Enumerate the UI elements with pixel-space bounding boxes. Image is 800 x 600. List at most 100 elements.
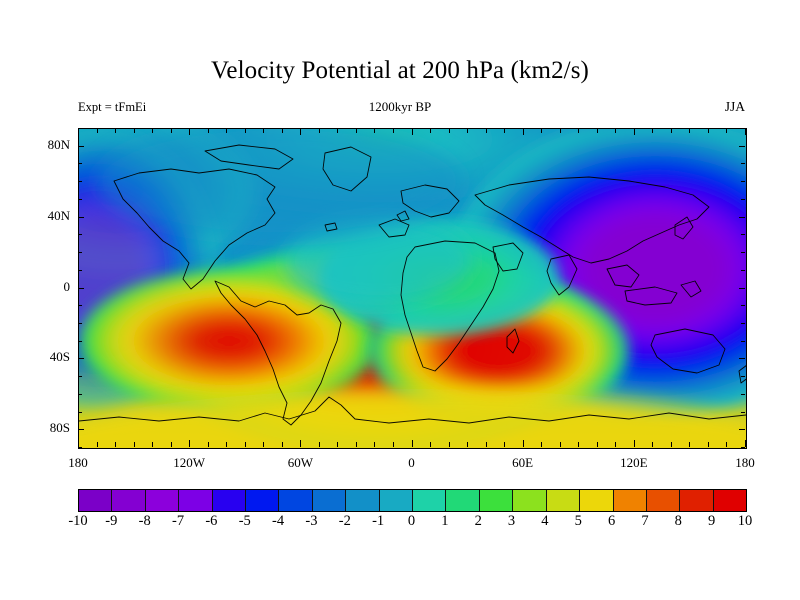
colorbar-tick-label: -1 [372, 513, 385, 529]
x-axis-minor-tick [263, 128, 265, 133]
y-axis-minor-tick [78, 447, 82, 448]
colorbar-tick-label: 5 [574, 513, 582, 529]
x-axis-minor-tick [485, 442, 487, 447]
colorbar-cell[interactable] [145, 490, 180, 511]
y-axis-minor-tick [741, 128, 745, 129]
colorbar-tick-label: 10 [737, 513, 753, 529]
x-axis-minor-tick [263, 442, 265, 447]
x-axis-minor-tick [467, 442, 469, 447]
x-axis-minor-tick [207, 128, 209, 133]
figure-subtitle: 1200kyr BP [368, 99, 432, 114]
season-label: JJA [724, 99, 745, 114]
colorbar-tick-label: 6 [607, 513, 616, 529]
colorbar-tick-label: 9 [708, 513, 716, 529]
y-axis-minor-tick [78, 393, 82, 395]
map-plot-area [78, 128, 747, 449]
x-axis-minor-tick [559, 442, 561, 447]
x-axis-tick [522, 440, 524, 447]
y-axis-minor-tick [741, 181, 745, 183]
x-axis-label: 180 [735, 455, 755, 470]
colorbar-cell[interactable] [680, 490, 714, 511]
x-axis-minor-tick [652, 442, 654, 447]
y-axis-minor-tick [78, 181, 82, 183]
x-axis-minor-tick [541, 128, 543, 133]
colorbar-tick-label: -8 [138, 513, 151, 529]
experiment-label: Expt = tFmEi [78, 100, 147, 114]
x-axis-tick [78, 128, 79, 135]
y-axis-minor-tick [741, 305, 745, 307]
colorbar-tick-label: -9 [105, 513, 118, 529]
x-axis-minor-tick [430, 128, 432, 133]
colorbar-cell[interactable] [646, 490, 681, 511]
colorbar-cell[interactable] [713, 490, 747, 511]
x-axis-label: 120W [173, 455, 206, 470]
x-axis-minor-tick [226, 442, 228, 447]
x-axis-minor-tick [615, 128, 617, 133]
x-axis-minor-tick [504, 442, 506, 447]
y-axis-minor-tick [78, 269, 82, 271]
x-axis-minor-tick [485, 128, 487, 133]
colorbar-cell[interactable] [379, 490, 414, 511]
x-axis-minor-tick [170, 128, 172, 133]
x-axis-minor-tick [596, 128, 598, 133]
x-axis-minor-tick [707, 128, 709, 133]
colorbar-tick-label: 1 [441, 513, 449, 529]
colorbar-cell[interactable] [580, 490, 614, 511]
x-axis-minor-tick [281, 128, 283, 133]
x-axis-minor-tick [244, 128, 246, 133]
y-axis-minor-tick [78, 198, 82, 200]
colorbar-cell[interactable] [79, 490, 113, 511]
colorbar-cell[interactable] [479, 490, 514, 511]
colorbar-cell[interactable] [212, 490, 247, 511]
colorbar-cell[interactable] [346, 490, 380, 511]
colorbar-tick-label: 8 [674, 513, 682, 529]
x-axis-minor-tick [374, 442, 376, 447]
colorbar-tick-label: 0 [407, 513, 416, 529]
x-axis-minor-tick [726, 442, 728, 447]
y-axis-label: 80S [49, 420, 70, 436]
x-axis-tick [78, 440, 79, 447]
colorbar-tick-label: 4 [541, 513, 549, 529]
y-axis-minor-tick [78, 340, 82, 342]
colorbar-tick-label: -2 [338, 513, 351, 529]
x-axis-tick [411, 128, 413, 135]
colorbar-cell[interactable] [246, 490, 280, 511]
x-axis-minor-tick [226, 128, 228, 133]
x-axis-minor-tick [448, 442, 450, 447]
x-axis-minor-tick [170, 442, 172, 447]
x-axis-minor-tick [707, 442, 709, 447]
x-axis-label: 120E [620, 455, 648, 470]
x-axis-minor-tick [670, 442, 672, 447]
x-axis-minor-tick [281, 442, 283, 447]
x-axis-minor-tick [615, 442, 617, 447]
colorbar-tick-label: -6 [205, 513, 218, 529]
colorbar-cell[interactable] [112, 490, 146, 511]
y-axis-minor-tick [741, 376, 745, 378]
y-axis-minor-tick [741, 358, 745, 360]
colorbar-cell[interactable] [413, 490, 447, 511]
colorbar-cell[interactable] [613, 490, 647, 511]
y-axis-minor-tick [741, 393, 745, 395]
x-axis-minor-tick [578, 128, 580, 133]
colorbar-cell[interactable] [279, 490, 313, 511]
velocity-potential-field [79, 129, 746, 448]
x-axis-minor-tick [430, 442, 432, 447]
x-axis-minor-tick [133, 128, 135, 133]
colorbar-cell[interactable] [513, 490, 547, 511]
x-axis-tick [633, 128, 635, 135]
y-axis-minor-tick [78, 145, 82, 147]
y-axis-minor-tick [78, 234, 82, 236]
y-axis-minor-tick [741, 216, 745, 218]
x-axis-minor-tick [689, 128, 691, 133]
colorbar-cell[interactable] [179, 490, 213, 511]
x-axis-minor-tick [670, 128, 672, 133]
x-axis-minor-tick [96, 442, 98, 447]
x-axis-minor-tick [467, 128, 469, 133]
colorbar-cell[interactable] [446, 490, 480, 511]
y-axis-minor-tick [78, 322, 82, 324]
colorbar-tick-label: -7 [172, 513, 185, 529]
colorbar-cell[interactable] [312, 490, 347, 511]
x-axis-minor-tick [726, 128, 728, 133]
colorbar[interactable] [78, 489, 747, 512]
colorbar-cell[interactable] [546, 490, 581, 511]
